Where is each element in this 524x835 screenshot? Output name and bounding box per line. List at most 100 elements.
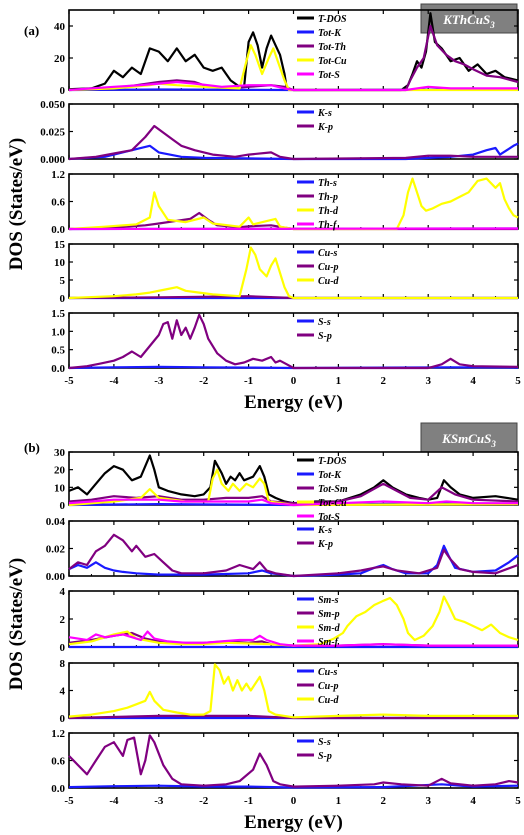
- fig-a-xtick-label: 0: [291, 375, 297, 387]
- fig-a-subplot-2-legend-label-k-p: K-p: [317, 122, 333, 133]
- fig-b-subplot-1-ytick-label: 0: [60, 500, 66, 512]
- fig-a-subplot-4-ytick-label: 15: [54, 239, 66, 251]
- fig-a-subplot-5-ytick-label: 0.0: [51, 363, 65, 375]
- fig-b-xtick-label: 2: [381, 795, 387, 807]
- fig-b-subplot-5-frame: [68, 732, 519, 789]
- fig-b-subplot-3-legend-label-sm-d: Sm-d: [318, 623, 341, 634]
- fig-b-subplot-4-legend-label-cu-s: Cu-s: [318, 667, 338, 678]
- fig-b-subplot-3-series-sm-d: [68, 595, 519, 647]
- fig-a-xtick-label: 4: [470, 375, 476, 387]
- fig-a-xtick-label: -3: [154, 375, 164, 387]
- fig-b-compound-label: KSmCuS3: [441, 431, 496, 449]
- fig-b-panel-letter: (b): [24, 440, 40, 455]
- fig-b-subplot-1-legend-label-tot-s: Tot-S: [318, 512, 340, 523]
- fig-a-subplot-4-legend-label-cu-d: Cu-d: [318, 276, 340, 287]
- fig-a-subplot-2-ytick-label: 0.000: [40, 154, 65, 166]
- fig-a-subplot-3-ytick-label: 1.2: [51, 169, 65, 181]
- fig-b-subplot-1-ytick-label: 10: [54, 482, 66, 494]
- fig-a-subplot-3-legend-label-th-d: Th-d: [318, 206, 339, 217]
- fig-b-subplot-3-ytick-label: 0: [60, 642, 66, 654]
- fig-b-xtick-label: -2: [199, 795, 209, 807]
- fig-b-subplot-1-legend-label-t-dos: T-DOS: [318, 456, 347, 467]
- fig-b-subplot-4-frame: [68, 662, 519, 719]
- fig-b-subplot-2-legend-label-k-s: K-s: [317, 525, 332, 536]
- fig-a-compound-main: KThCuS: [442, 12, 490, 27]
- fig-a-subplot-5-ytick-label: 1.0: [51, 326, 65, 338]
- fig-a-subplot-4-legend-label-cu-p: Cu-p: [318, 262, 339, 273]
- fig-b-xtick-label: 0: [291, 795, 297, 807]
- fig-a-subplot-4-series-cu-d: [68, 246, 518, 300]
- fig-b-subplot-2-legend-label-k-p: K-p: [317, 539, 333, 550]
- fig-a-subplot-1-legend-label-tot-cu: Tot-Cu: [318, 56, 347, 67]
- fig-a-subplot-3-ytick-label: 0.6: [51, 197, 65, 209]
- fig-a-subplot-1-series-tot-s: [68, 80, 518, 92]
- fig-b-subplot-5-ytick-label: 0.0: [51, 783, 65, 795]
- fig-b-subplot-5-series-s-p: [68, 734, 519, 788]
- fig-a-compound-label: KThCuS3: [442, 12, 495, 30]
- fig-a-subplot-2-ytick-label: 0.025: [40, 127, 65, 139]
- fig-b-xtick-label: -5: [64, 795, 74, 807]
- fig-a-subplot-3-ytick-label: 0.0: [51, 224, 65, 236]
- fig-b-subplot-2-ytick-label: 0.04: [46, 516, 66, 528]
- fig-b-subplot-4-ytick-label: 8: [60, 658, 66, 670]
- fig-a-xtick-label: 5: [515, 375, 521, 387]
- fig-b-xtick-label: -1: [244, 795, 253, 807]
- fig-a-subplot-4-legend-label-cu-s: Cu-s: [318, 248, 338, 259]
- fig-a-subplot-5-ytick-label: 1.5: [51, 308, 65, 320]
- fig-b-subplot-5-ytick-label: 1.2: [51, 728, 65, 740]
- fig-b-subplot-1-series-tot-s: [68, 498, 518, 507]
- fig-a-x-axis-label: Energy (eV): [244, 392, 343, 413]
- fig-a-subplot-1-series-tot-th: [68, 24, 519, 92]
- fig-b-subplot-3-legend-label-sm-f: Sm-f: [318, 637, 340, 648]
- fig-a-subplot-3-legend-label-th-f: Th-f: [318, 220, 338, 231]
- fig-a-subplot-4-ytick-label: 5: [60, 275, 66, 287]
- fig-b-subplot-2-frame: [68, 520, 519, 577]
- fig-b-xtick-label: 3: [425, 795, 431, 807]
- fig-b-xtick-label: 4: [470, 795, 476, 807]
- fig-a-xtick-label: -1: [244, 375, 253, 387]
- fig-a-subplot-2-ytick-label: 0.050: [40, 99, 65, 111]
- fig-b-subplot-2-ytick-label: 0.00: [46, 571, 66, 583]
- fig-b-subplot-3-ytick-label: 2: [60, 614, 66, 626]
- fig-a-subplot-1-ytick-label: 20: [54, 53, 66, 65]
- fig-a-subplot-4-frame: [68, 243, 519, 299]
- fig-a-subplot-1-ytick-label: 40: [54, 21, 66, 33]
- fig-a-subplot-1-legend-label-tot-s: Tot-S: [318, 70, 340, 81]
- fig-b-subplot-1-ytick-label: 20: [54, 465, 66, 477]
- fig-a-subplot-3-series-th-f: [68, 227, 519, 231]
- fig-a-subplot-1-ytick-label: 0: [60, 85, 66, 97]
- fig-a-panel-letter: (a): [24, 23, 39, 38]
- fig-a-subplot-5-legend-label-s-s: S-s: [318, 317, 331, 328]
- fig-b-subplot-5-ytick-label: 0.6: [51, 756, 65, 768]
- fig-b-subplot-4-legend-label-cu-p: Cu-p: [318, 681, 339, 692]
- fig-a-subplot-5-ytick-label: 0.5: [51, 345, 65, 357]
- fig-a-subplot-3-legend-label-th-s: Th-s: [318, 178, 337, 189]
- fig-a-subplot-2-series-k-s: [68, 142, 519, 161]
- fig-a-compound-sub: 3: [489, 20, 495, 30]
- fig-a-subplot-4-ytick-label: 10: [54, 257, 66, 269]
- fig-a-subplot-3-series-th-d: [68, 177, 519, 231]
- fig-b-subplot-2-series-k-p: [68, 533, 519, 578]
- fig-a-subplot-2-frame: [68, 103, 519, 160]
- fig-b-xtick-label: 5: [515, 795, 521, 807]
- fig-a-subplot-5-legend-label-s-p: S-p: [318, 331, 332, 342]
- fig-b-subplot-5-series-s-s: [68, 783, 519, 789]
- fig-a-xtick-label: 2: [381, 375, 387, 387]
- fig-b-subplot-5-legend-label-s-s: S-s: [318, 737, 331, 748]
- fig-a-subplot-2-legend-label-k-s: K-s: [317, 108, 332, 119]
- fig-b-subplot-2-ytick-label: 0.02: [46, 544, 66, 556]
- fig-a-subplot-1-legend-label-tot-th: Tot-Th: [318, 42, 346, 53]
- fig-a-y-axis-label: DOS (States/eV): [6, 138, 27, 270]
- fig-b-xtick-label: -3: [154, 795, 164, 807]
- fig-b-x-axis-label: Energy (eV): [244, 812, 343, 833]
- fig-b-subplot-5-legend-label-s-p: S-p: [318, 751, 332, 762]
- fig-a-xtick-label: 1: [336, 375, 342, 387]
- fig-a-subplot-2-series-k-p: [68, 124, 518, 161]
- fig-b-subplot-4-ytick-label: 0: [60, 713, 66, 725]
- fig-a-subplot-1-legend-label-t-dos: T-DOS: [318, 14, 347, 25]
- fig-b-subplot-3-legend-label-sm-s: Sm-s: [318, 595, 339, 606]
- fig-b-subplot-1-legend-label-tot-sm: Tot-Sm: [318, 484, 348, 495]
- fig-a-xtick-label: -5: [64, 375, 74, 387]
- fig-b-subplot-1-ytick-label: 30: [54, 447, 66, 459]
